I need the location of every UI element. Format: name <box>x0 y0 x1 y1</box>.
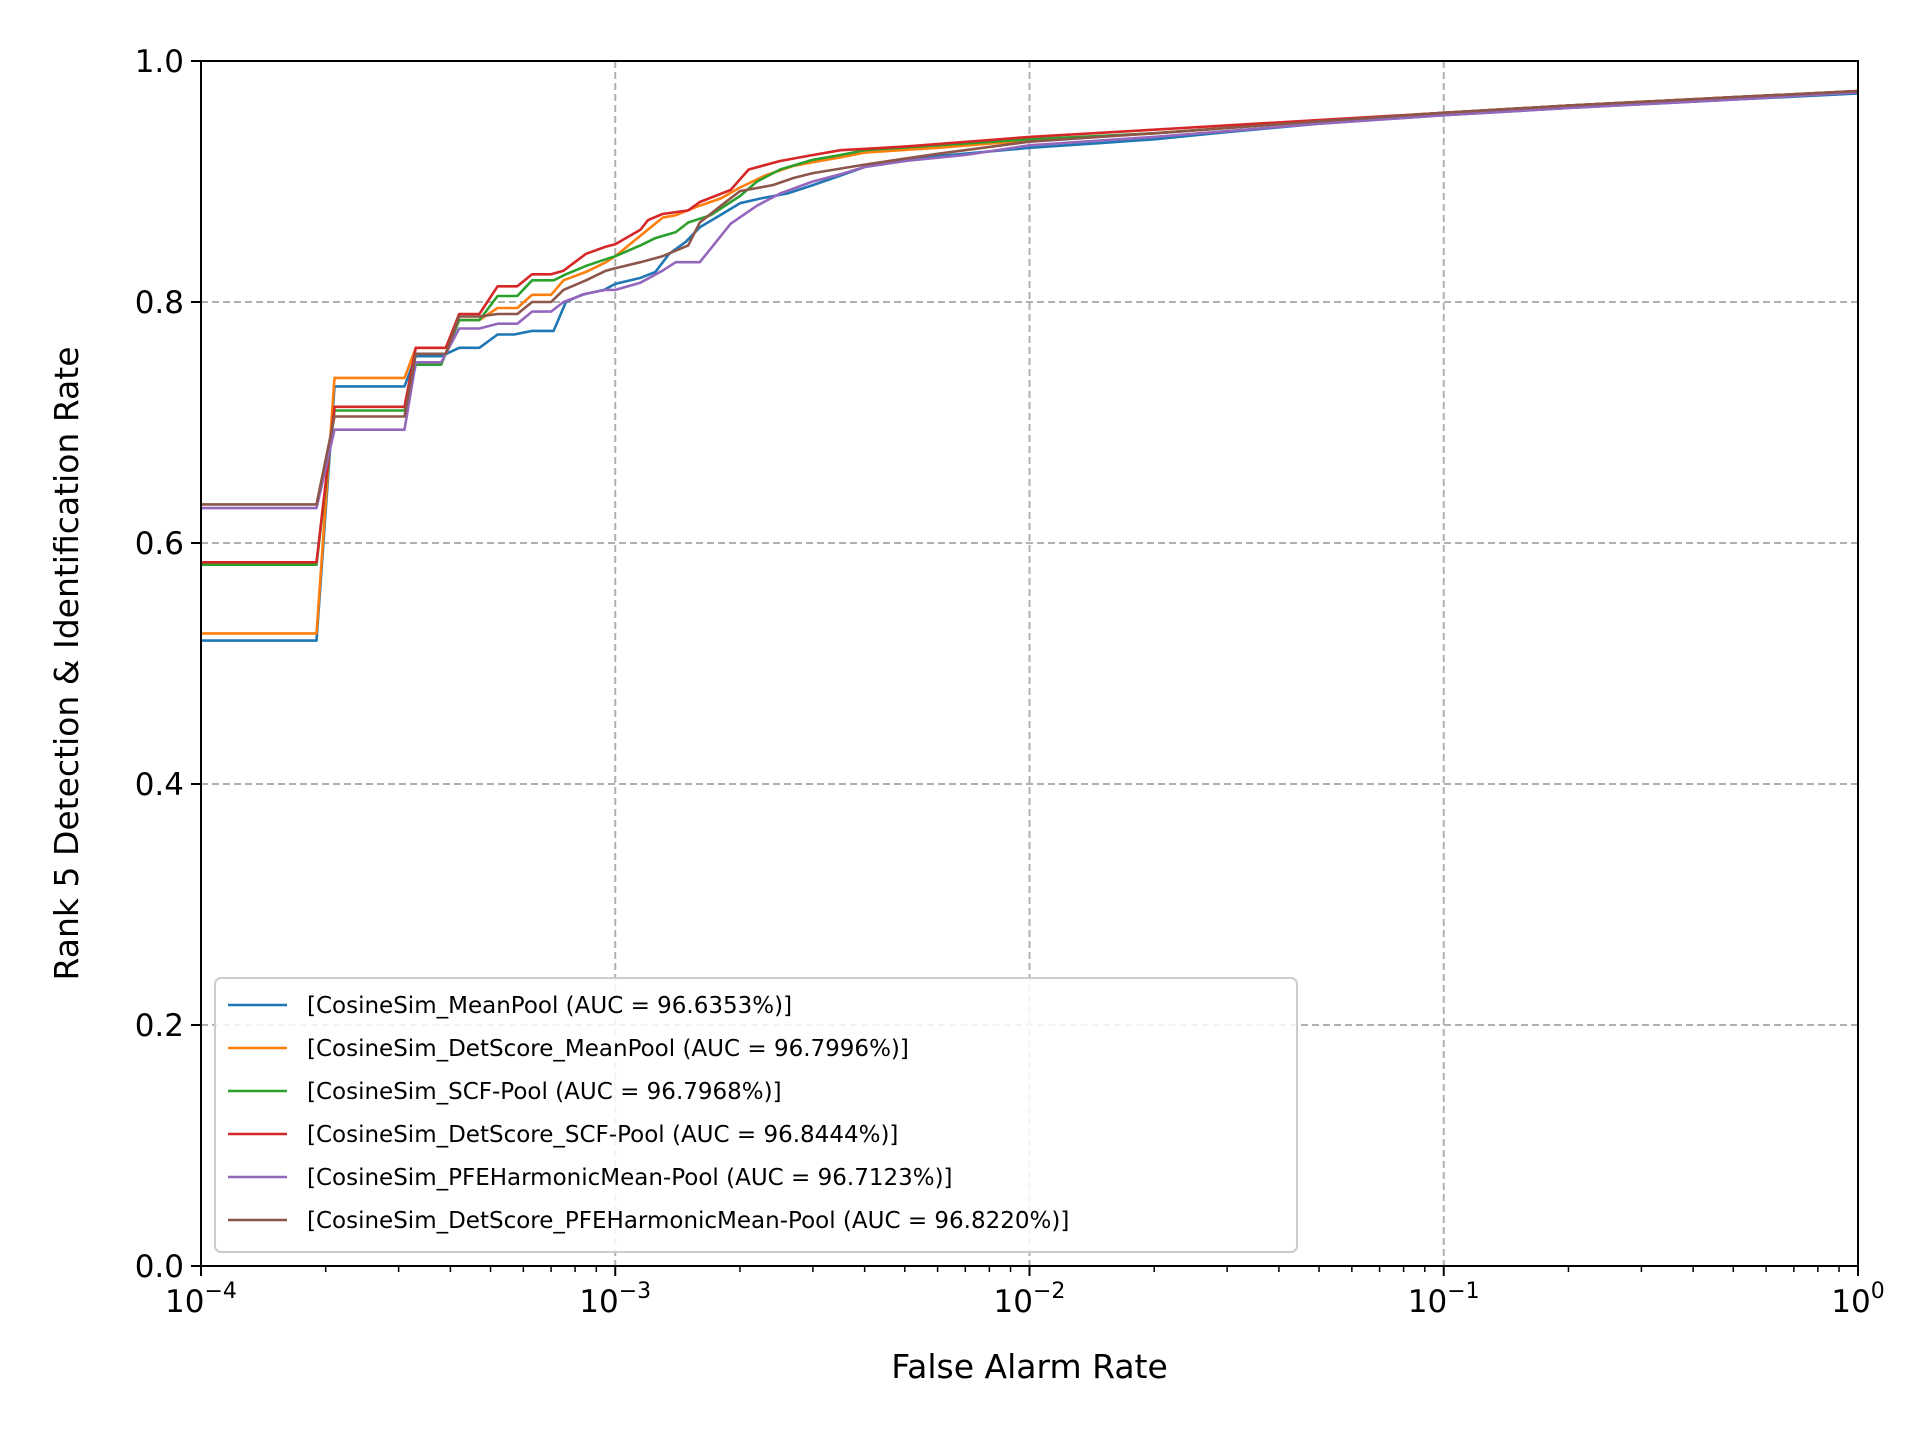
legend: [CosineSim_MeanPool (AUC = 96.6353%)] [Co… <box>214 977 1298 1253</box>
x-axis-title: False Alarm Rate <box>891 1347 1168 1386</box>
x-tick-label: 100 <box>1831 1279 1884 1320</box>
legend-label: [CosineSim_PFEHarmonicMean-Pool (AUC = 9… <box>307 1165 953 1191</box>
y-tick-label: 0.0 <box>135 1249 184 1285</box>
x-tick-label: 10−1 <box>1408 1279 1480 1320</box>
legend-label: [CosineSim_MeanPool (AUC = 96.6353%)] <box>307 993 792 1019</box>
legend-label: [CosineSim_DetScore_SCF-Pool (AUC = 96.8… <box>307 1122 898 1148</box>
legend-label: [CosineSim_DetScore_MeanPool (AUC = 96.7… <box>307 1036 909 1062</box>
y-axis-ticks: 0.0 0.2 0.4 0.6 0.8 1.0 <box>135 44 201 1285</box>
x-tick-label: 10−4 <box>165 1279 237 1320</box>
x-tick-label: 10−2 <box>994 1279 1066 1320</box>
series-line-6 <box>201 89 1859 506</box>
series-line-4 <box>201 89 1859 564</box>
y-tick-label: 0.6 <box>135 526 184 562</box>
y-tick-label: 0.8 <box>135 285 184 321</box>
legend-box <box>214 977 1298 1253</box>
series-line-5 <box>201 91 1859 510</box>
y-tick-label: 0.4 <box>135 767 184 803</box>
y-tick-label: 0.2 <box>135 1008 184 1044</box>
y-axis-title: Rank 5 Detection & Identification Rate <box>47 347 86 981</box>
y-tick-label: 1.0 <box>135 44 184 80</box>
x-axis-ticks: 10−4 10−3 10−2 10−1 100 <box>165 1266 1885 1320</box>
legend-label: [CosineSim_DetScore_PFEHarmonicMean-Pool… <box>307 1208 1069 1234</box>
legend-label: [CosineSim_SCF-Pool (AUC = 96.7968%)] <box>307 1079 782 1105</box>
series-lines <box>201 89 1859 642</box>
x-tick-label: 10−3 <box>579 1279 651 1320</box>
